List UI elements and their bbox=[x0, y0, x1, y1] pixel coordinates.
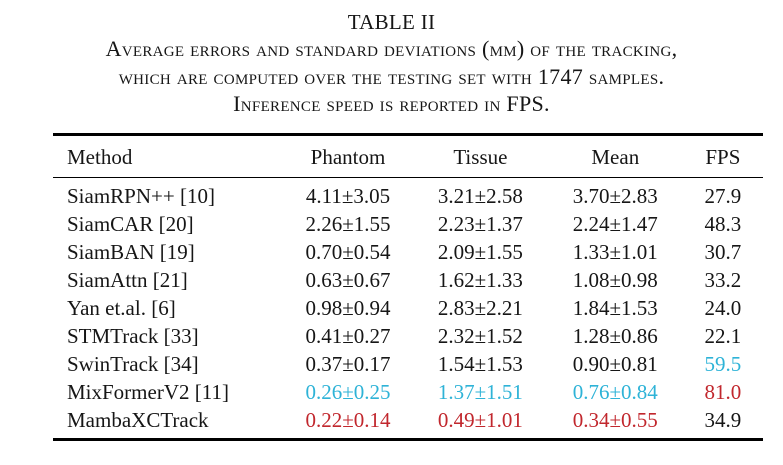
cell-tissue: 3.21±2.58 bbox=[437, 184, 523, 208]
cell-phantom: 0.70±0.54 bbox=[305, 240, 391, 264]
caption-line-1: Average errors and standard deviations (… bbox=[105, 36, 678, 61]
results-table-container: Method Phantom Tissue Mean FPS SiamRPN++… bbox=[53, 133, 763, 441]
table-row: MambaXCTrack 0.22±0.14 0.49±1.01 0.34±0.… bbox=[53, 406, 763, 441]
cell-mean: 0.34±0.55 bbox=[547, 406, 683, 441]
table-row: SiamRPN++ [10] 4.11±3.05 3.21±2.58 3.70±… bbox=[53, 178, 763, 211]
column-header-tissue: Tissue bbox=[412, 133, 548, 178]
cell-mean: 2.24±1.47 bbox=[572, 212, 658, 236]
cell-phantom: 0.22±0.14 bbox=[283, 406, 413, 441]
table-row: Yan et.al. [6] 0.98±0.94 2.83±2.21 1.84±… bbox=[53, 294, 763, 322]
cell-fps: 27.9 bbox=[704, 184, 742, 208]
table-row: SiamAttn [21] 0.63±0.67 1.62±1.33 1.08±0… bbox=[53, 266, 763, 294]
table-row: MixFormerV2 [11] 0.26±0.25 1.37±1.51 0.7… bbox=[53, 378, 763, 406]
table-row: SiamBAN [19] 0.70±0.54 2.09±1.55 1.33±1.… bbox=[53, 238, 763, 266]
column-header-fps: FPS bbox=[682, 133, 763, 178]
cell-phantom: 0.98±0.94 bbox=[305, 296, 391, 320]
cell-mean: 0.90±0.81 bbox=[572, 352, 658, 376]
table-row: SiamCAR [20] 2.26±1.55 2.23±1.37 2.24±1.… bbox=[53, 210, 763, 238]
cell-tissue: 2.23±1.37 bbox=[437, 212, 523, 236]
cell-fps: 59.5 bbox=[704, 352, 742, 376]
caption-line-2: which are computed over the testing set … bbox=[118, 63, 665, 89]
cell-fps: 24.0 bbox=[704, 296, 742, 320]
header-row: Method Phantom Tissue Mean FPS bbox=[53, 133, 763, 178]
cell-method: SwinTrack [34] bbox=[67, 352, 199, 376]
cell-mean: 1.08±0.98 bbox=[572, 268, 658, 292]
results-table: Method Phantom Tissue Mean FPS SiamRPN++… bbox=[53, 133, 763, 441]
cell-tissue: 1.54±1.53 bbox=[437, 352, 523, 376]
cell-fps: 48.3 bbox=[704, 212, 742, 236]
column-header-mean: Mean bbox=[547, 133, 683, 178]
caption-line-3: Inference speed is reported in FPS. bbox=[233, 91, 550, 116]
cell-fps: 81.0 bbox=[704, 380, 742, 404]
cell-method: SiamRPN++ [10] bbox=[67, 184, 215, 208]
table-row: STMTrack [33] 0.41±0.27 2.32±1.52 1.28±0… bbox=[53, 322, 763, 350]
cell-fps: 30.7 bbox=[704, 240, 742, 264]
cell-tissue: 2.09±1.55 bbox=[437, 240, 523, 264]
cell-tissue: 2.83±2.21 bbox=[437, 296, 523, 320]
column-header-phantom: Phantom bbox=[283, 133, 413, 178]
cell-tissue: 1.62±1.33 bbox=[437, 268, 523, 292]
cell-phantom: 4.11±3.05 bbox=[305, 184, 391, 208]
cell-mean: 1.33±1.01 bbox=[572, 240, 658, 264]
cell-method: MambaXCTrack bbox=[53, 406, 284, 441]
cell-tissue: 2.32±1.52 bbox=[437, 324, 523, 348]
cell-method: Yan et.al. [6] bbox=[67, 296, 176, 320]
cell-tissue: 0.49±1.01 bbox=[412, 406, 548, 441]
cell-phantom: 2.26±1.55 bbox=[305, 212, 391, 236]
cell-phantom: 0.37±0.17 bbox=[305, 352, 391, 376]
cell-method: MixFormerV2 [11] bbox=[67, 380, 229, 404]
table-number-label: TABLE II bbox=[347, 10, 436, 34]
cell-fps: 22.1 bbox=[704, 324, 742, 348]
cell-method: SiamBAN [19] bbox=[67, 240, 195, 264]
table-row: SwinTrack [34] 0.37±0.17 1.54±1.53 0.90±… bbox=[53, 350, 763, 378]
cell-mean: 1.28±0.86 bbox=[572, 324, 658, 348]
cell-method: SiamAttn [21] bbox=[67, 268, 188, 292]
cell-mean: 3.70±2.83 bbox=[572, 184, 658, 208]
cell-mean: 0.76±0.84 bbox=[572, 380, 658, 404]
cell-tissue: 1.37±1.51 bbox=[437, 380, 523, 404]
table-caption: TABLE II Average errors and standard dev… bbox=[0, 10, 783, 118]
cell-fps: 33.2 bbox=[704, 268, 742, 292]
cell-mean: 1.84±1.53 bbox=[572, 296, 658, 320]
cell-phantom: 0.41±0.27 bbox=[305, 324, 391, 348]
cell-method: SiamCAR [20] bbox=[67, 212, 194, 236]
column-header-method: Method bbox=[53, 133, 284, 178]
cell-method: STMTrack [33] bbox=[67, 324, 199, 348]
cell-phantom: 0.26±0.25 bbox=[305, 380, 391, 404]
cell-phantom: 0.63±0.67 bbox=[305, 268, 391, 292]
cell-fps: 34.9 bbox=[682, 406, 763, 441]
